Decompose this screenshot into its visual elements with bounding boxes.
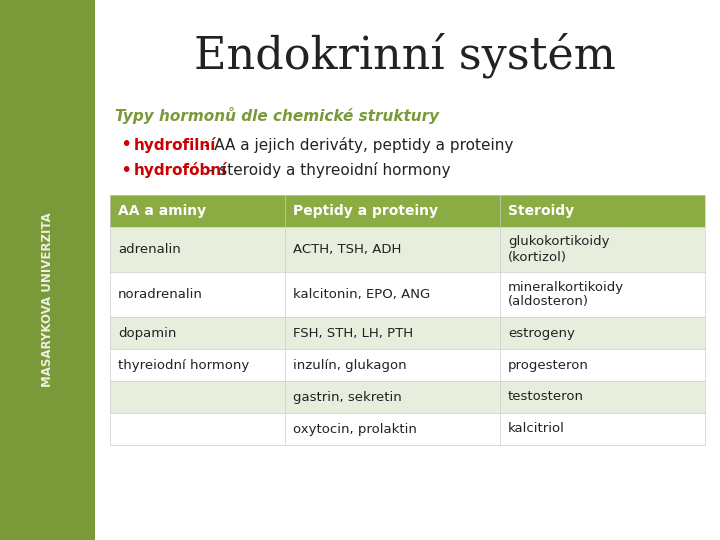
Bar [500,349,705,381]
Text: oxytocin, prolaktin: oxytocin, prolaktin [293,422,417,435]
Bar [285,272,500,317]
Bar [285,317,500,349]
Text: testosteron: testosteron [508,390,584,403]
Bar [500,413,705,445]
Text: AA a aminy: AA a aminy [118,204,206,218]
Bar [110,272,285,317]
Text: gastrin, sekretin: gastrin, sekretin [293,390,402,403]
Text: kalcitonin, EPO, ANG: kalcitonin, EPO, ANG [293,288,431,301]
Text: glukokortikoidy
(kortizol): glukokortikoidy (kortizol) [508,235,610,264]
Bar [0,0,95,540]
Text: ACTH, TSH, ADH: ACTH, TSH, ADH [293,243,401,256]
Bar [285,413,500,445]
Bar [500,195,705,227]
Bar [110,381,285,413]
Text: hydrofóbní: hydrofóbní [134,162,228,178]
Text: estrogeny: estrogeny [508,327,575,340]
Text: Endokrinní systém: Endokrinní systém [194,32,616,78]
Text: Typy hormonů dle chemické struktury: Typy hormonů dle chemické struktury [115,106,439,124]
Text: thyreiodní hormony: thyreiodní hormony [118,359,249,372]
Bar [500,272,705,317]
Text: FSH, STH, LH, PTH: FSH, STH, LH, PTH [293,327,413,340]
Bar [285,227,500,272]
Bar [110,413,285,445]
Text: noradrenalin: noradrenalin [118,288,203,301]
Text: Peptidy a proteiny: Peptidy a proteiny [293,204,438,218]
Text: - AA a jejich deriváty, peptidy a proteiny: - AA a jejich deriváty, peptidy a protei… [199,137,513,153]
Text: dopamin: dopamin [118,327,176,340]
Text: - steroidy a thyreoidní hormony: - steroidy a thyreoidní hormony [204,162,451,178]
Bar [110,227,285,272]
Text: mineralkortikoidy
(aldosteron): mineralkortikoidy (aldosteron) [508,280,624,308]
Bar [110,317,285,349]
Text: adrenalin: adrenalin [118,243,181,256]
Bar [285,381,500,413]
Text: progesteron: progesteron [508,359,589,372]
Bar [110,195,285,227]
Text: •: • [120,136,131,154]
Text: kalcitriol: kalcitriol [508,422,565,435]
Bar [285,349,500,381]
Text: Steroidy: Steroidy [508,204,574,218]
Text: MASARYKOVA UNIVERZITA: MASARYKOVA UNIVERZITA [41,213,54,387]
Text: inzulín, glukagon: inzulín, glukagon [293,359,407,372]
Bar [500,381,705,413]
Bar [285,195,500,227]
Bar [500,227,705,272]
Bar [500,317,705,349]
Text: hydrofilní: hydrofilní [134,137,217,153]
Bar [110,349,285,381]
Text: •: • [120,160,131,179]
